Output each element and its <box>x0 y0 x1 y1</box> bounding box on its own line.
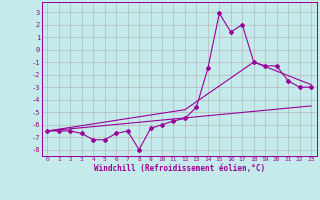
X-axis label: Windchill (Refroidissement éolien,°C): Windchill (Refroidissement éolien,°C) <box>94 164 265 173</box>
